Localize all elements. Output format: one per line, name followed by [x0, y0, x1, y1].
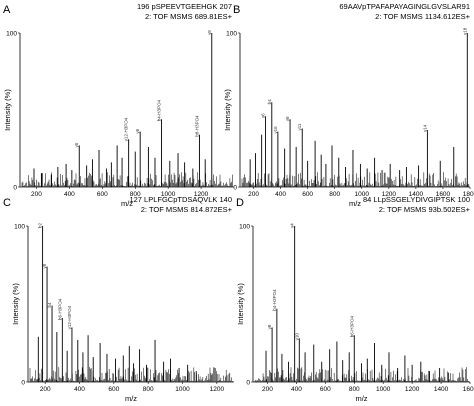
x-tick-label: 600: [108, 386, 119, 393]
y-axis-label: Intensity (%): [236, 283, 245, 325]
x-axis-label: m/z: [355, 394, 367, 403]
baseline-noise: [29, 367, 233, 382]
x-tick-label: 600: [302, 191, 313, 198]
x-tick-label: 800: [130, 191, 141, 198]
x-tick-label: 1000: [161, 191, 176, 198]
x-tick-label: 400: [291, 386, 302, 393]
peak-annotation: b4-H3PO4: [157, 99, 162, 121]
panel-title-line: 2: TOF MSMS 814.872ES+: [141, 205, 233, 214]
x-tick-label: 1600: [436, 191, 451, 198]
y-axis-label: Intensity (%): [11, 283, 20, 325]
x-tick-label: 600: [320, 386, 331, 393]
baseline-noise: [21, 172, 233, 187]
panel-title-line: 196 pSPEEVTGEEHGK 207: [137, 2, 232, 11]
x-tick-label: 1200: [210, 386, 225, 393]
x-tick-label: 600: [97, 191, 108, 198]
x-tick-label: 1200: [405, 386, 420, 393]
x-tick-label: 800: [349, 386, 360, 393]
panel-title-line: 2: TOF MSMS 1134.612ES+: [375, 12, 470, 21]
x-tick-label: 1600: [463, 386, 474, 393]
y-tick-label: 0: [233, 185, 237, 192]
y-axis-label: Intensity (%): [223, 89, 232, 131]
peak-annotation: y12-H3PO4: [124, 117, 129, 141]
x-tick-label: 200: [262, 386, 273, 393]
peak-annotation: y12-H3PO4: [67, 305, 72, 329]
peak-annotation: y8: [285, 116, 290, 121]
peak-annotation: y5: [74, 142, 79, 147]
panel-title-line: 69AAVpTPAFAPAYAGINGLGVSLAR91: [339, 2, 470, 11]
peak-annotation: b4: [267, 99, 272, 105]
x-tick-label: 400: [275, 191, 286, 198]
panel-letter: D: [236, 197, 244, 209]
panel-title-line: 2: TOF MSMS 689.81ES+: [145, 12, 233, 21]
peak-annotation: y8: [267, 324, 272, 329]
baseline-noise: [241, 172, 470, 187]
peak-annotation: y18: [462, 27, 467, 35]
x-axis-label: m/z: [125, 394, 137, 403]
peak-annotation: y4: [290, 223, 295, 228]
x-tick-label: 1200: [382, 191, 397, 198]
panel-letter: A: [3, 4, 11, 16]
x-tick-label: 800: [143, 386, 154, 393]
x-tick-label: 1000: [355, 191, 370, 198]
x-tick-label: 400: [74, 386, 85, 393]
y-tick-label: 100: [6, 31, 17, 38]
x-tick-label: 1200: [194, 191, 209, 198]
peak-annotation: y8: [42, 263, 47, 268]
x-tick-label: 1400: [434, 386, 449, 393]
peak-annotation: b4: [47, 302, 52, 308]
peak-annotation: y11: [297, 123, 302, 130]
x-tick-label: 200: [31, 191, 42, 198]
peak-annotation: b6-H3PO4: [349, 315, 354, 337]
peak-annotation: y8: [207, 30, 212, 35]
x-axis-label: m/z: [349, 199, 361, 208]
x-tick-label: 1000: [175, 386, 190, 393]
x-tick-label: 800: [329, 191, 340, 198]
panel-letter: B: [233, 4, 240, 16]
peak-annotation: b4-H3PO4: [272, 289, 277, 311]
panel-title-line: 84 LLpSSGELYDIVGIPTSK 100: [363, 195, 470, 204]
x-tick-label: 200: [40, 386, 51, 393]
peak-annotation: y14: [422, 124, 427, 132]
x-tick-label: 1400: [409, 191, 424, 198]
y-tick-label: 100: [14, 224, 25, 231]
peak-annotation: y16: [273, 126, 278, 134]
panel-title-line: 2: TOF MSMS 93b.502ES+: [379, 205, 471, 214]
y-tick-label: 100: [226, 31, 237, 38]
y-tick-label: 0: [13, 185, 17, 192]
y-tick-label: 100: [239, 224, 250, 231]
x-tick-label: 1800: [463, 191, 474, 198]
peak-annotation: y6: [135, 128, 140, 133]
x-tick-label: 200: [248, 191, 259, 198]
x-tick-label: 400: [64, 191, 75, 198]
peak-annotation: b6-H3PO4: [57, 298, 62, 320]
y-axis-label: Intensity (%): [3, 89, 12, 131]
y-tick-label: 0: [21, 380, 25, 387]
peak-annotation: b8-H3PO4: [194, 115, 199, 137]
peak-annotation: y10: [294, 333, 299, 341]
peak-annotation: y6: [260, 113, 265, 118]
x-axis-label: m/z: [121, 199, 133, 208]
y-tick-label: 0: [246, 380, 250, 387]
panel-title-line: 127 LPLFGCpTDSAQVLK 140: [129, 195, 232, 204]
x-tick-label: 1000: [376, 386, 391, 393]
panel-letter: C: [3, 197, 11, 209]
peak-annotation: b2: [38, 222, 43, 228]
